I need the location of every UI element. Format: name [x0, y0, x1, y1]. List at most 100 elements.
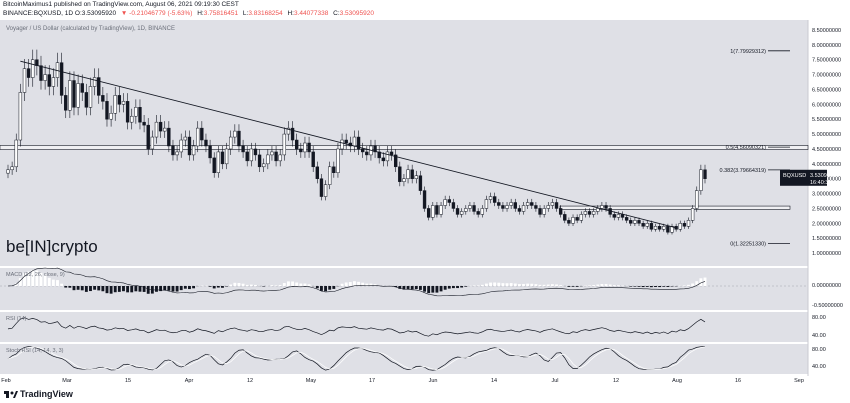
macd-bar [303, 283, 307, 286]
rsi-tick-40: 40.00 [812, 333, 826, 339]
candle-body [224, 148, 229, 165]
candle-body [426, 208, 431, 218]
last-price-symbol: BQXUSD [783, 173, 806, 179]
candle-body [554, 202, 559, 209]
rsi-panel[interactable] [0, 312, 808, 342]
last-price-background [780, 169, 827, 186]
stoch-panel[interactable] [0, 344, 808, 374]
macd-bar [695, 281, 699, 286]
candle-body [117, 95, 122, 105]
macd-bar [307, 284, 311, 286]
macd-bar [489, 282, 492, 286]
macd-bar [221, 286, 224, 288]
time-tick-label: 12 [247, 378, 253, 384]
macd-bar [509, 283, 513, 286]
candle-body [480, 208, 484, 215]
macd-bar [629, 286, 633, 287]
descending-trendline[interactable] [20, 60, 677, 229]
candle-body [179, 139, 183, 153]
macd-bar [443, 286, 447, 290]
main-plot-area[interactable] [0, 20, 808, 266]
down-caret-icon: ▼ [120, 10, 128, 17]
candle-body [455, 208, 460, 215]
time-tick-label: Sep [794, 378, 804, 384]
tradingview-brand[interactable]: TradingView [20, 389, 73, 399]
macd-bar [592, 285, 596, 286]
time-tick-label: Jun [429, 378, 438, 384]
macd-bar [270, 285, 274, 286]
candle-body [579, 214, 583, 221]
candle-body [340, 139, 344, 150]
macd-bar [171, 286, 175, 292]
time-tick-label: 17 [369, 378, 375, 384]
candle-body [105, 101, 109, 120]
candle-body [666, 226, 670, 233]
candle-body [6, 169, 10, 174]
candle-body [690, 208, 695, 221]
macd-bar [320, 286, 323, 291]
macd-bar [596, 284, 600, 286]
candle-body [381, 157, 385, 162]
macd-bar [167, 286, 171, 291]
macd-bar [542, 284, 546, 286]
price-tick-label: 4.00000000 [812, 162, 841, 168]
price-tick-label: 7.00000000 [812, 73, 841, 79]
macd-bar [616, 285, 620, 286]
macd-bar [604, 283, 608, 286]
macd-bar [14, 283, 18, 286]
rsi-label: RSI (14) [6, 316, 27, 322]
candle-body [641, 223, 645, 227]
macd-bar [179, 286, 183, 291]
macd-bar [254, 284, 257, 286]
candle-body [682, 223, 687, 227]
price-chart[interactable]: Voyager / US Dollar (calculated by Tradi… [0, 20, 850, 386]
candle-body [125, 101, 130, 123]
candle-body [439, 205, 443, 215]
candle-body [233, 130, 237, 138]
candle-body [653, 226, 658, 230]
macd-bar [571, 286, 575, 287]
time-tick-label: 15 [125, 378, 131, 384]
open-label: O: [74, 10, 82, 17]
candle-body [97, 77, 101, 96]
candle-body [633, 220, 637, 224]
macd-bar [18, 278, 22, 286]
candle-body [662, 226, 666, 230]
candle-body [216, 151, 221, 174]
candle-body [612, 214, 616, 218]
macd-bar [513, 283, 517, 286]
candle-body [389, 151, 394, 156]
candle-body [138, 107, 142, 123]
macd-bar [56, 280, 59, 286]
price-tick-label: 1.00000000 [812, 251, 841, 257]
candle-body [410, 169, 414, 179]
candle-body [476, 211, 480, 215]
candle-body [286, 127, 291, 135]
price-tick-label: 6.50000000 [812, 87, 841, 93]
candle-body [649, 223, 654, 230]
candle-body [22, 68, 27, 93]
macd-bar [546, 284, 550, 286]
candle-body [146, 124, 150, 150]
macd-bar [699, 278, 703, 286]
macd-bar [353, 281, 356, 286]
macd-bar [101, 286, 105, 292]
candle-body [278, 154, 282, 162]
macd-bar [365, 283, 369, 286]
macd-bar [122, 286, 125, 292]
candle-body [443, 199, 447, 206]
candle-body [571, 217, 575, 224]
symbol-label: BINANCE:BQXUSD, 1D [3, 10, 74, 17]
macd-bar [522, 283, 525, 286]
candle-body [459, 211, 464, 215]
stoch-tick-80: 80.00 [812, 347, 826, 353]
candle-body [344, 139, 348, 144]
symbol-ohlc-line: BINANCE:BQXUSD, 1D O:3.53095920 ▼ -0.210… [3, 10, 377, 17]
candle-body [431, 205, 435, 218]
macd-bar [142, 286, 146, 292]
candle-body [637, 220, 641, 224]
candle-body [657, 226, 662, 230]
candle-body [299, 148, 303, 153]
candle-body [154, 121, 159, 138]
time-tick-label: Jul [551, 378, 558, 384]
